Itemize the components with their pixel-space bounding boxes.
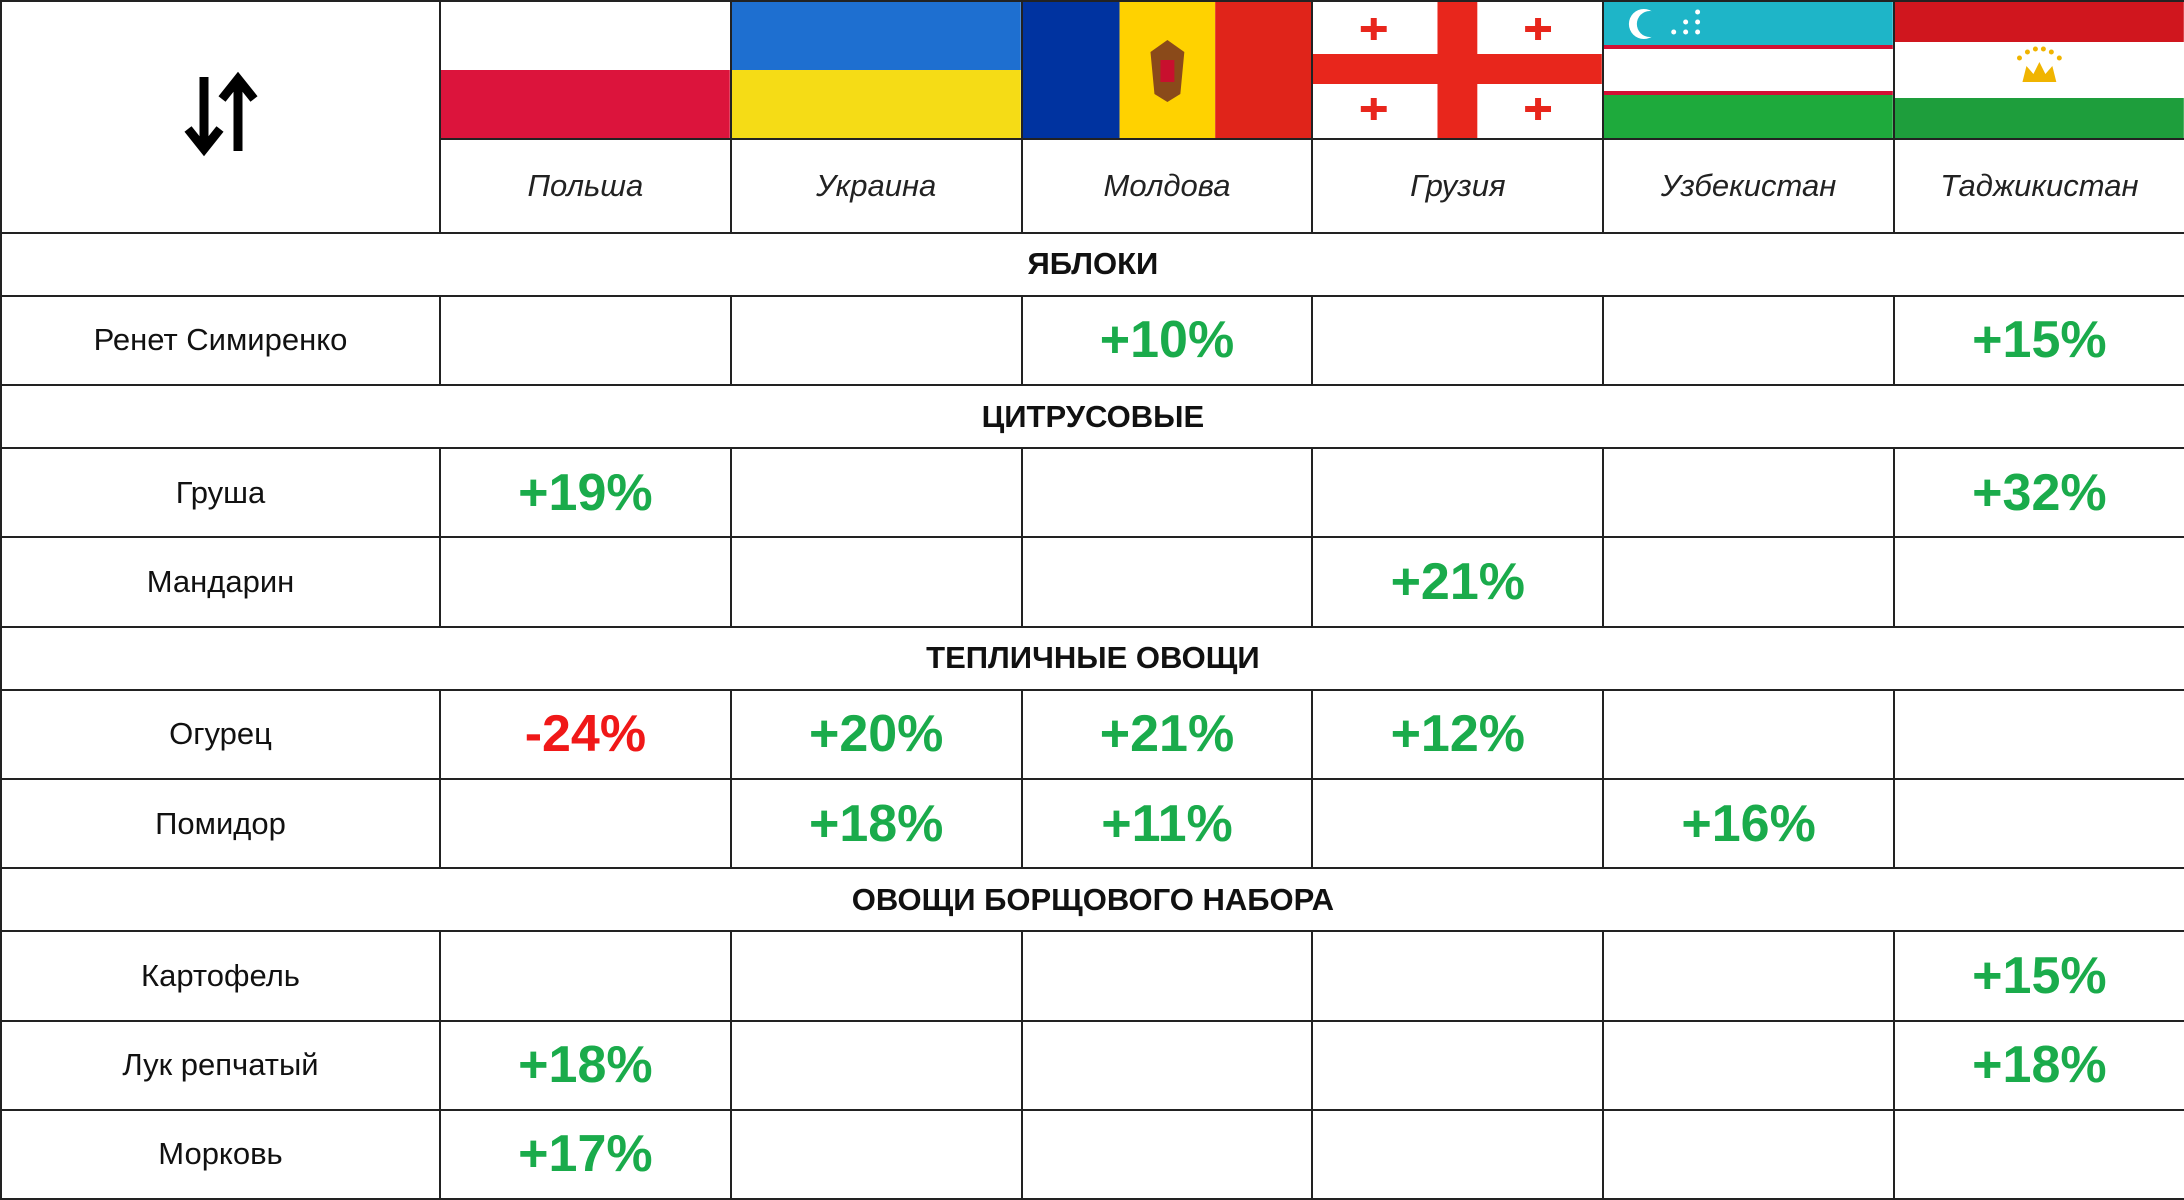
flag-georgia	[1311, 0, 1605, 141]
value-cell: +15%	[1892, 294, 2184, 386]
data-row: Морковь +17%	[0, 1108, 2184, 1200]
empty-cell	[1311, 447, 1605, 539]
value-cell: +11%	[1020, 777, 1314, 870]
row-label: Груша	[0, 447, 441, 539]
empty-cell	[1602, 536, 1895, 628]
section-row: ЯБЛОКИ	[0, 231, 2184, 297]
empty-cell	[729, 930, 1023, 1022]
empty-cell	[729, 1108, 1023, 1200]
data-row: Лук репчатый +18% +18%	[0, 1019, 2184, 1111]
value-cell: +18%	[1892, 1019, 2184, 1111]
value-cell: +20%	[729, 688, 1023, 780]
country-name: Грузия	[1311, 138, 1605, 234]
empty-cell	[439, 294, 732, 386]
country-name: Узбекистан	[1602, 138, 1895, 234]
value-cell: +15%	[1892, 930, 2184, 1022]
data-row: Помидор +18% +11% +16%	[0, 777, 2184, 870]
data-row: Огурец -24% +20% +21% +12%	[0, 688, 2184, 780]
value-cell: +18%	[729, 777, 1023, 870]
section-title: ОВОЩИ БОРЩОВОГО НАБОРА	[0, 867, 2184, 933]
value-cell: +16%	[1602, 777, 1895, 870]
empty-cell	[1311, 1019, 1605, 1111]
empty-cell	[1602, 688, 1895, 780]
empty-cell	[1602, 1019, 1895, 1111]
data-row: Ренет Симиренко +10% +15%	[0, 294, 2184, 386]
sort-icon	[183, 72, 258, 157]
country-row: Польша Украина Молдова Грузия Узбекистан Тадж…	[1, 138, 2184, 234]
empty-cell	[1892, 777, 2184, 870]
empty-cell	[1892, 1108, 2184, 1200]
empty-cell	[439, 930, 732, 1022]
empty-cell	[1311, 294, 1605, 386]
country-name: Молдова	[1020, 138, 1314, 234]
section-row: ЦИТРУСОВЫЕ	[0, 383, 2184, 450]
empty-cell	[1020, 447, 1314, 539]
empty-cell	[729, 447, 1023, 539]
empty-cell	[1311, 1108, 1605, 1200]
value-cell: +10%	[1020, 294, 1314, 386]
flag-moldova	[1020, 0, 1314, 141]
section-row: ОВОЩИ БОРЩОВОГО НАБОРА	[0, 867, 2184, 933]
empty-cell	[1020, 536, 1314, 628]
value-cell: +18%	[439, 1019, 732, 1111]
section-title: ТЕПЛИЧНЫЕ ОВОЩИ	[0, 625, 2184, 691]
empty-cell	[1602, 294, 1895, 386]
value-cell: +19%	[439, 447, 732, 539]
empty-cell	[1020, 1108, 1314, 1200]
row-label: Мандарин	[0, 536, 441, 628]
data-row: Мандарин +21%	[0, 536, 2184, 628]
row-label: Помидор	[0, 777, 441, 870]
row-label: Лук репчатый	[0, 1019, 441, 1111]
empty-cell	[1602, 447, 1895, 539]
value-cell: +17%	[439, 1108, 732, 1200]
empty-cell	[1892, 688, 2184, 780]
value-cell: -24%	[439, 688, 732, 780]
country-name: Украина	[729, 138, 1023, 234]
flag-poland	[439, 0, 732, 141]
row-label: Огурец	[0, 688, 441, 780]
empty-cell	[1602, 930, 1895, 1022]
country-name: Таджикистан	[1892, 138, 2184, 234]
country-name: Польша	[439, 138, 732, 234]
empty-cell	[1892, 536, 2184, 628]
section-row: ТЕПЛИЧНЫЕ ОВОЩИ	[0, 625, 2184, 691]
empty-cell	[439, 777, 732, 870]
empty-cell	[1311, 930, 1605, 1022]
empty-cell	[1020, 1019, 1314, 1111]
flag-uzbekistan	[1602, 0, 1895, 141]
row-label: Ренет Симиренко	[0, 294, 441, 386]
value-cell: +32%	[1892, 447, 2184, 539]
empty-cell	[729, 294, 1023, 386]
section-title: ЦИТРУСОВЫЕ	[0, 383, 2184, 450]
value-cell: +12%	[1311, 688, 1605, 780]
flag-row	[0, 0, 2184, 234]
section-title: ЯБЛОКИ	[0, 231, 2184, 297]
value-cell: +21%	[1020, 688, 1314, 780]
empty-cell	[439, 536, 732, 628]
empty-cell	[1020, 930, 1314, 1022]
flag-tajikistan	[1892, 0, 2184, 141]
sort-icon-cell	[0, 0, 441, 234]
empty-cell	[1602, 1108, 1895, 1200]
value-cell: +21%	[1311, 536, 1605, 628]
empty-cell	[1311, 777, 1605, 870]
data-row: Картофель +15%	[0, 930, 2184, 1022]
flag-ukraine	[729, 0, 1023, 141]
row-label: Картофель	[0, 930, 441, 1022]
empty-cell	[729, 1019, 1023, 1111]
row-label: Морковь	[0, 1108, 441, 1200]
data-row: Груша +19% +32%	[0, 447, 2184, 539]
empty-cell	[729, 536, 1023, 628]
